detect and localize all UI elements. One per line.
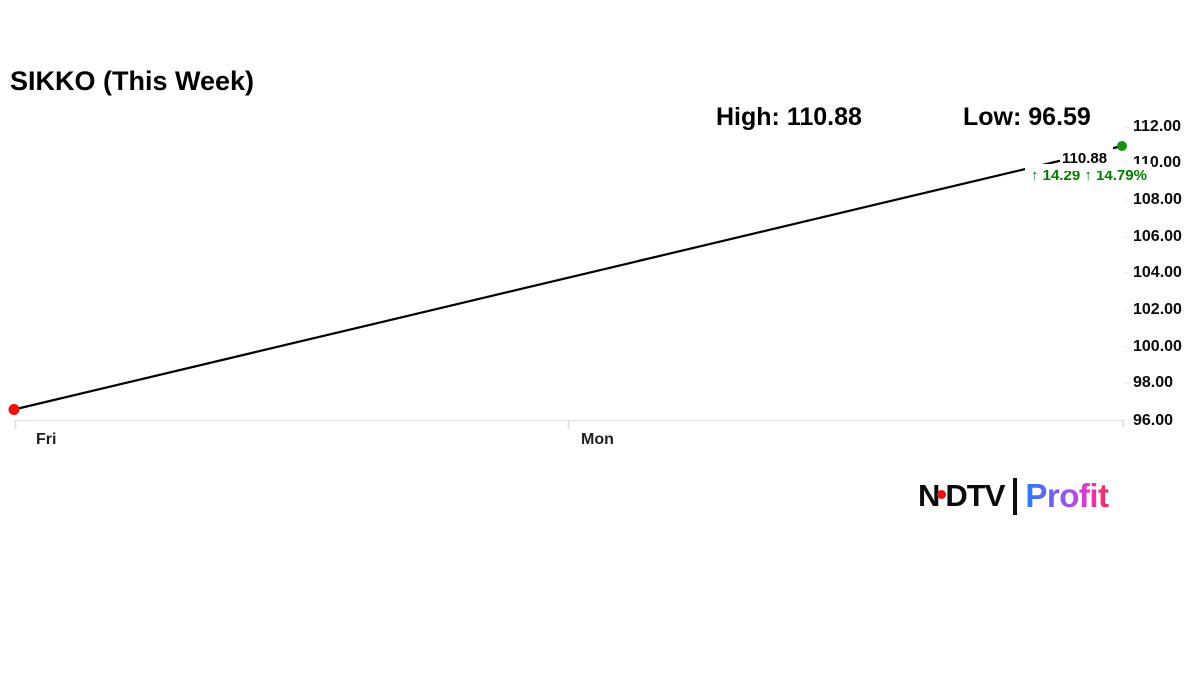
- start-point-marker: [8, 404, 20, 415]
- change-callout: ↑ 14.29 ↑ 14.79%: [1025, 164, 1152, 188]
- ndtv-letters-dtv: DTV: [945, 478, 1005, 513]
- y-axis-tick-label: 108.00: [1133, 191, 1182, 208]
- ndtv-red-dot-icon: [937, 489, 947, 499]
- y-axis-tick-label: 102.00: [1133, 301, 1182, 318]
- low-value-label: Low: 96.59: [963, 103, 1091, 131]
- last-price-callout: 110.88: [1060, 147, 1114, 171]
- price-line: [13, 144, 1123, 411]
- y-axis-tick-label: 100.00: [1133, 338, 1182, 355]
- x-axis-tick-label-mon: Mon: [581, 431, 614, 448]
- high-value-label: High: 110.88: [716, 103, 862, 131]
- chart-title: SIKKO (This Week): [10, 66, 255, 96]
- y-axis-tick-label: 112.00: [1133, 118, 1182, 135]
- y-axis-tick-label: 98.00: [1133, 374, 1174, 391]
- ndtv-letter-n: N: [918, 478, 940, 513]
- x-axis-tick-label-fri: Fri: [36, 431, 57, 448]
- end-point-marker: [1117, 141, 1127, 151]
- y-axis-ticks: [1124, 126, 1130, 384]
- profit-wordmark: Profit: [1025, 477, 1109, 514]
- ndtv-wordmark: N DTV: [918, 478, 1005, 514]
- y-axis-tick-label: 106.00: [1133, 228, 1182, 245]
- y-axis-tick-label: 96.00: [1133, 412, 1174, 429]
- price-line-chart: [8, 126, 1130, 429]
- ndtv-profit-logo: N DTV Profit: [918, 474, 1109, 518]
- y-axis-tick-label: 104.00: [1133, 264, 1182, 281]
- logo-separator-bar: [1013, 477, 1018, 515]
